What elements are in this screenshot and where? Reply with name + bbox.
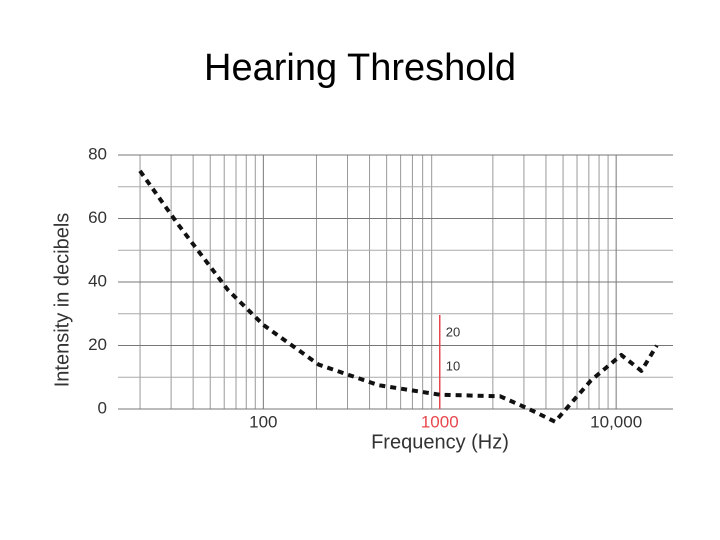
x-axis-label: Frequency (Hz)	[371, 431, 509, 453]
y-tick-label: 0	[98, 398, 107, 417]
y-axis-label: Intensity in decibels	[51, 213, 73, 388]
threshold-line	[138, 169, 659, 424]
x-tick-label: 10,000	[590, 412, 642, 431]
annotation: 10	[446, 358, 460, 373]
annotation: 20	[446, 324, 460, 339]
chart-title: Hearing Threshold	[204, 47, 516, 89]
x-tick-label: 1000	[421, 412, 459, 431]
x-tick-label: 100	[249, 412, 277, 431]
y-tick-label: 60	[88, 208, 107, 227]
y-tick-label: 80	[88, 144, 107, 163]
y-tick-label: 20	[88, 335, 107, 354]
y-tick-label: 40	[88, 271, 107, 290]
